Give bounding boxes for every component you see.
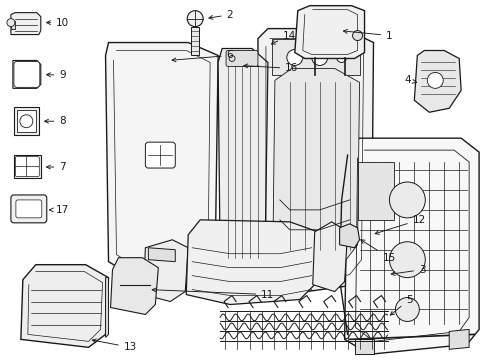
Polygon shape [344, 138, 479, 354]
Text: 13: 13 [92, 339, 137, 352]
Text: 7: 7 [47, 162, 66, 172]
Polygon shape [17, 110, 36, 132]
FancyBboxPatch shape [15, 157, 28, 167]
Circle shape [395, 298, 419, 321]
Circle shape [353, 31, 363, 41]
Circle shape [390, 182, 425, 218]
Polygon shape [313, 222, 347, 292]
Polygon shape [105, 278, 108, 337]
Polygon shape [144, 240, 188, 302]
Text: 15: 15 [361, 240, 396, 263]
Text: 9: 9 [47, 71, 66, 80]
Polygon shape [218, 49, 268, 268]
Polygon shape [14, 107, 39, 135]
Polygon shape [148, 248, 175, 262]
FancyBboxPatch shape [304, 45, 321, 54]
Polygon shape [191, 27, 199, 55]
Text: 10: 10 [47, 18, 69, 28]
Circle shape [390, 242, 425, 278]
Polygon shape [186, 220, 318, 305]
Circle shape [312, 50, 328, 66]
Circle shape [187, 11, 203, 27]
Text: 6: 6 [172, 50, 233, 62]
Polygon shape [21, 265, 108, 347]
FancyBboxPatch shape [14, 62, 40, 87]
Text: 1: 1 [343, 30, 393, 41]
FancyBboxPatch shape [26, 157, 39, 167]
Text: 17: 17 [49, 205, 69, 215]
Polygon shape [11, 21, 15, 28]
Polygon shape [355, 339, 374, 354]
Text: 11: 11 [152, 288, 274, 300]
Polygon shape [358, 162, 394, 220]
Text: 8: 8 [45, 116, 66, 126]
Polygon shape [105, 42, 218, 278]
Circle shape [7, 19, 15, 27]
Polygon shape [111, 258, 158, 315]
Circle shape [427, 72, 443, 88]
Polygon shape [14, 155, 41, 178]
Polygon shape [272, 39, 360, 75]
Text: 16: 16 [244, 63, 298, 73]
FancyBboxPatch shape [26, 167, 39, 176]
Text: 5: 5 [391, 294, 413, 315]
Circle shape [337, 53, 346, 62]
Polygon shape [11, 13, 41, 35]
FancyBboxPatch shape [15, 167, 28, 176]
Polygon shape [273, 68, 360, 270]
Circle shape [287, 50, 303, 66]
Text: 3: 3 [391, 265, 426, 275]
Text: 2: 2 [209, 10, 233, 20]
Polygon shape [449, 329, 469, 349]
Polygon shape [13, 60, 41, 88]
FancyBboxPatch shape [11, 195, 47, 223]
FancyBboxPatch shape [226, 50, 258, 67]
Polygon shape [295, 6, 365, 58]
FancyBboxPatch shape [16, 200, 42, 218]
Polygon shape [415, 50, 461, 112]
Polygon shape [258, 28, 373, 294]
Text: 12: 12 [375, 215, 426, 234]
Polygon shape [340, 224, 360, 248]
Circle shape [20, 115, 33, 128]
Text: 14: 14 [271, 31, 296, 44]
Text: 4: 4 [404, 75, 416, 85]
FancyBboxPatch shape [146, 142, 175, 168]
